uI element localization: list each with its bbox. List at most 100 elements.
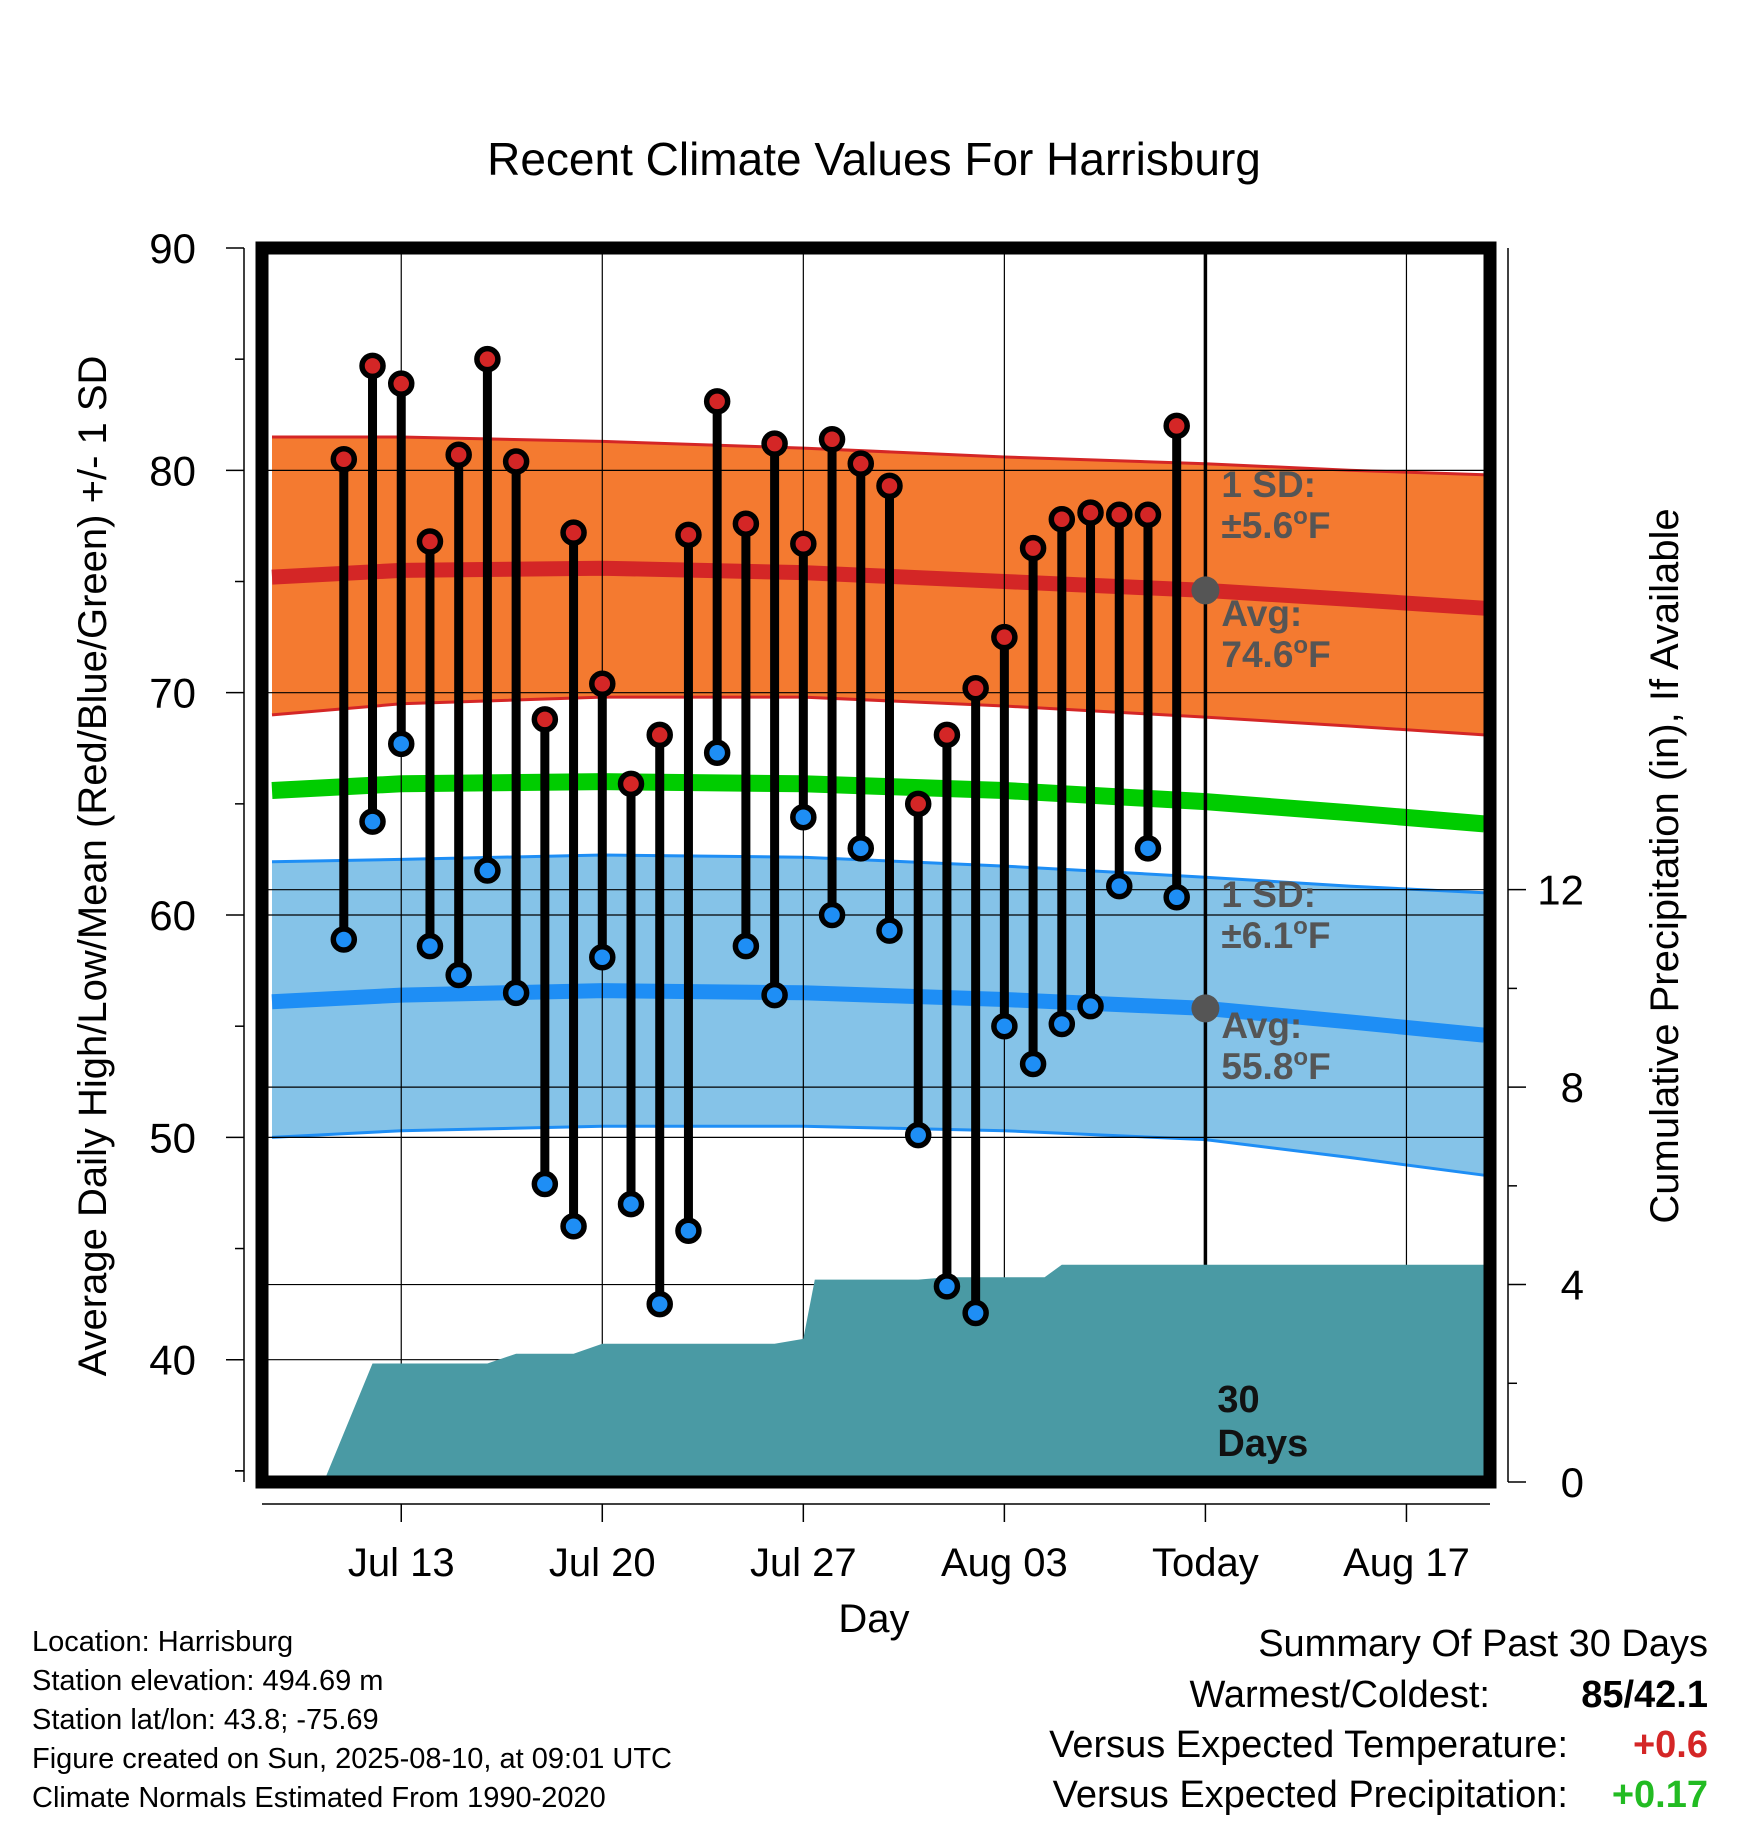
- summary-temp-value: +0.6: [1632, 1724, 1708, 1766]
- low-marker: [589, 944, 616, 971]
- low-marker: [531, 1170, 559, 1198]
- high-marker: [904, 790, 932, 818]
- high-marker: [589, 670, 616, 698]
- footer-normals: Climate Normals Estimated From 1990-2020: [32, 1782, 606, 1814]
- low-marker: [560, 1213, 587, 1240]
- low-marker: [359, 808, 386, 835]
- low-sd-label: 1 SD:: [1221, 874, 1316, 915]
- precipitation-area: [323, 1264, 1485, 1482]
- axes: Recent Climate Values For Harrisburg9080…: [71, 133, 1687, 1641]
- y-tick-label: 90: [149, 225, 196, 272]
- high-avg-value: 74.6oF: [1221, 632, 1330, 675]
- low-marker: [818, 901, 846, 929]
- low-marker: [1106, 872, 1133, 900]
- high-marker: [1106, 501, 1133, 529]
- high-sd-value: ±5.6oF: [1221, 503, 1330, 546]
- low-sd-value: ±6.1oF: [1221, 913, 1330, 956]
- y-right-axis-label: Cumulative Precipitation (in), If Availa…: [1643, 508, 1687, 1223]
- footer-elevation: Station elevation: 494.69 m: [32, 1665, 384, 1697]
- high-marker: [933, 721, 961, 749]
- high-marker: [703, 388, 731, 415]
- low-marker: [387, 730, 415, 758]
- low-marker: [416, 932, 444, 960]
- high-marker: [359, 352, 386, 380]
- high-avg-line: [271, 560, 1485, 616]
- low-marker: [991, 1012, 1018, 1040]
- y-tick-label: 50: [149, 1114, 196, 1161]
- window-label-number: 30: [1217, 1379, 1259, 1421]
- window-label-days: Days: [1217, 1423, 1308, 1465]
- high-marker: [1163, 412, 1190, 440]
- high-marker: [387, 370, 415, 397]
- low-avg-value: 55.8oF: [1221, 1044, 1330, 1087]
- low-marker: [617, 1190, 645, 1218]
- low-marker: [847, 835, 875, 862]
- low-avg-line: [271, 983, 1485, 1043]
- x-tick-label: Jul 27: [750, 1541, 857, 1585]
- low-marker: [904, 1121, 932, 1149]
- summary-precip-label: Versus Expected Precipitation:: [1052, 1774, 1568, 1816]
- high-marker: [991, 623, 1018, 651]
- high-marker: [1019, 534, 1047, 562]
- high-marker: [560, 519, 587, 546]
- y-tick-label: 40: [149, 1337, 196, 1384]
- low-marker: [502, 979, 530, 1007]
- mean-line: [271, 773, 1485, 833]
- low-marker: [646, 1290, 673, 1318]
- low-sd-upper-line: [271, 853, 1485, 895]
- y-tick-label: 80: [149, 447, 196, 494]
- x-tick-label: Today: [1152, 1541, 1259, 1585]
- high-marker: [876, 472, 903, 500]
- daily-range-stems: [339, 359, 1182, 1314]
- y-right-tick-label: 4: [1561, 1262, 1584, 1309]
- low-marker: [1048, 1010, 1076, 1038]
- y-tick-label: 60: [149, 892, 196, 939]
- x-tick-label: Jul 13: [348, 1541, 455, 1585]
- y-right-tick-label: 0: [1561, 1459, 1584, 1506]
- low-marker: [933, 1273, 961, 1300]
- high-marker: [474, 345, 501, 373]
- high-marker: [1134, 501, 1162, 529]
- x-tick-label: Aug 03: [941, 1541, 1068, 1585]
- y-tick-label: 70: [149, 670, 196, 717]
- low-marker: [876, 917, 903, 944]
- y-right-tick-label: 12: [1537, 867, 1584, 914]
- high-avg-label: Avg:: [1221, 593, 1302, 634]
- y-right-tick-label: 8: [1561, 1064, 1584, 1111]
- high-sd-lower-line: [271, 695, 1485, 737]
- high-sd-label: 1 SD:: [1221, 464, 1316, 505]
- low-avg-label: Avg:: [1221, 1005, 1302, 1046]
- y-axis-label: Average Daily High/Low/Mean (Red/Blue/Gr…: [71, 356, 115, 1377]
- high-marker: [416, 528, 444, 555]
- low-marker: [675, 1217, 702, 1245]
- low-marker: [703, 739, 731, 766]
- high-marker: [445, 441, 472, 469]
- daily-markers: [330, 345, 1190, 1327]
- high-marker: [761, 430, 788, 457]
- low-marker: [1077, 992, 1104, 1020]
- summary-heading: Summary Of Past 30 Days: [1258, 1623, 1708, 1665]
- summary-warmest-label: Warmest/Coldest:: [1189, 1674, 1490, 1716]
- high-marker: [675, 521, 702, 549]
- plot-frame: [255, 241, 1497, 1489]
- low-marker: [732, 932, 760, 960]
- summary-precip-value: +0.17: [1611, 1774, 1708, 1816]
- high-marker: [732, 510, 760, 537]
- high-marker: [1048, 506, 1076, 533]
- x-axis-label: Day: [838, 1597, 909, 1641]
- low-sd-lower-line: [271, 1124, 1485, 1177]
- high-marker: [617, 770, 645, 798]
- footer-created: Figure created on Sun, 2025-08-10, at 09…: [32, 1743, 672, 1775]
- today-avg-low-dot: [1191, 994, 1220, 1023]
- today-avg-high-dot: [1191, 576, 1220, 605]
- low-marker: [761, 981, 788, 1009]
- high-marker: [847, 450, 875, 477]
- high-marker: [790, 530, 817, 557]
- low-marker: [1134, 835, 1162, 862]
- low-marker: [790, 803, 817, 831]
- low-marker: [330, 926, 358, 953]
- low-marker: [445, 961, 472, 989]
- high-marker: [962, 674, 989, 702]
